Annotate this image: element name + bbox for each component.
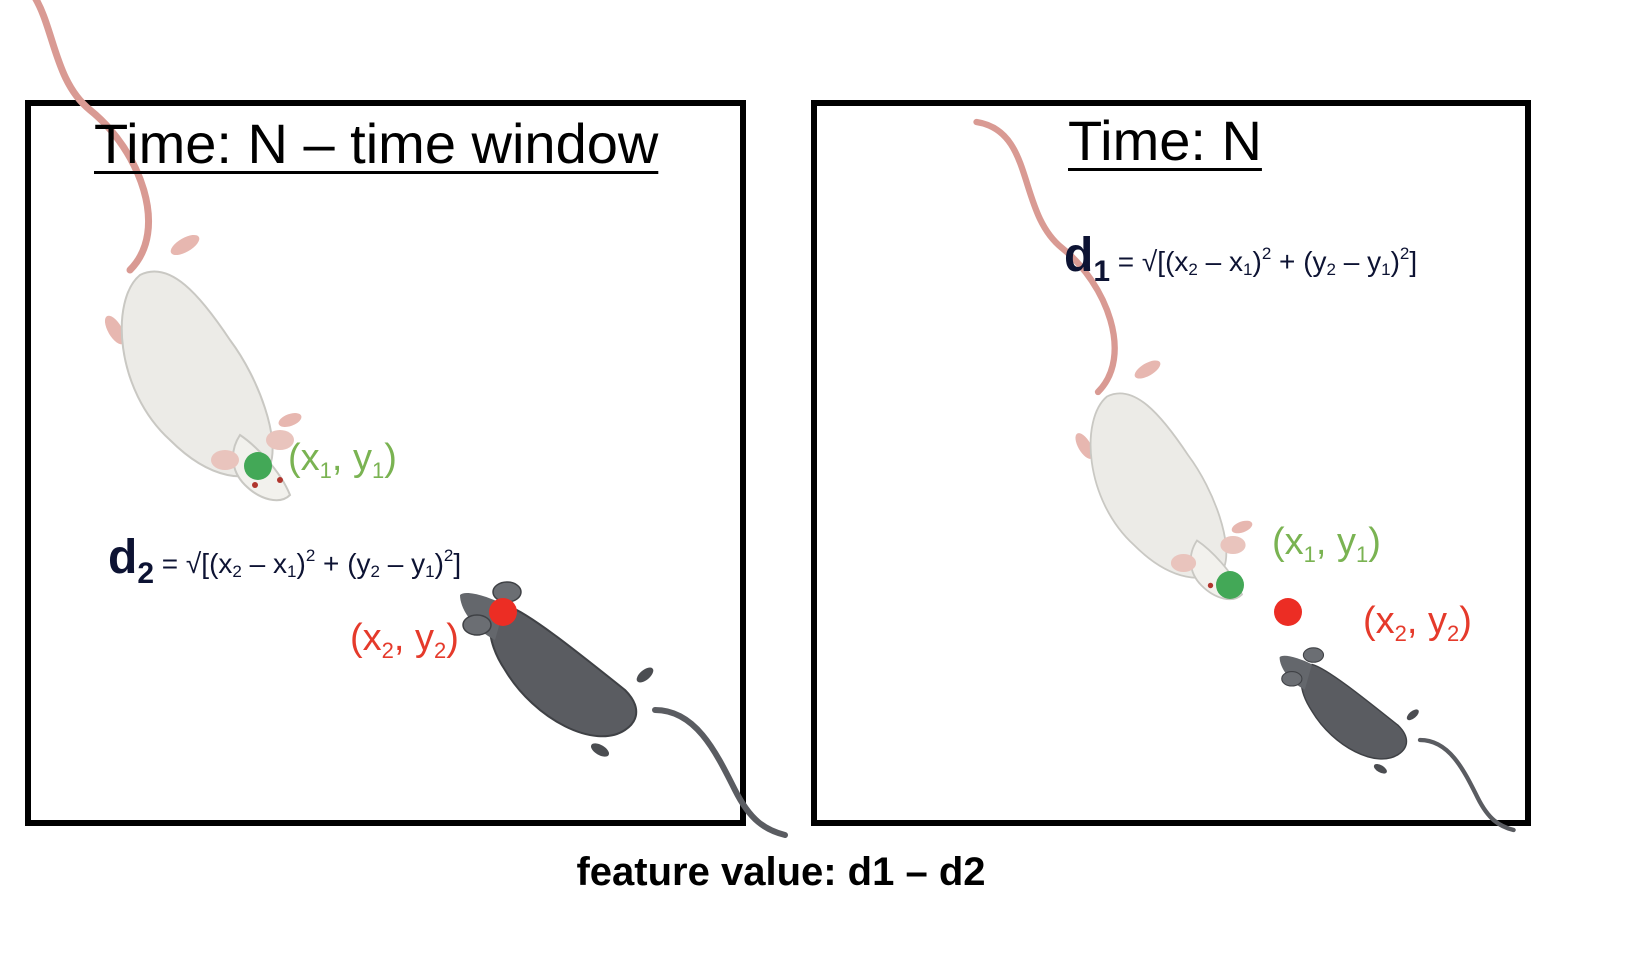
point1-label: (x1, y1) <box>288 437 397 484</box>
point1-dot <box>1216 571 1244 599</box>
formula-text: ) <box>434 548 444 579</box>
formula-sup: 2 <box>443 546 454 565</box>
distance-symbol: d <box>108 531 138 584</box>
coord-text: ) <box>446 617 459 659</box>
coord-sub: 2 <box>1394 621 1407 646</box>
formula-sup: 2 <box>1399 244 1410 263</box>
formula-sub: 1 <box>287 562 297 581</box>
coord-text: , y <box>1406 600 1448 642</box>
coord-text: , y <box>331 437 373 479</box>
point2-label: (x2, y2) <box>350 617 459 664</box>
coord-text: (x <box>1272 521 1304 563</box>
point2-dot <box>1274 598 1302 626</box>
distance-symbol: d <box>1064 229 1094 282</box>
formula-sub: 2 <box>1326 260 1336 279</box>
formula-text: ) <box>1252 246 1262 277</box>
coord-text: ) <box>384 437 397 479</box>
panel-title: Time: N <box>1068 109 1262 172</box>
white-mouse-icon <box>0 0 303 500</box>
point1-label: (x1, y1) <box>1272 521 1381 568</box>
black-mouse-icon <box>1280 648 1514 830</box>
coord-sub: 2 <box>434 638 447 663</box>
formula-text: + (y <box>1271 246 1327 277</box>
white-mouse-icon <box>977 122 1254 599</box>
coord-sub: 2 <box>381 638 394 663</box>
formula-text: – x <box>241 548 288 579</box>
coord-text: , y <box>1315 521 1357 563</box>
formula-sub: 2 <box>370 562 380 581</box>
formula-text: – x <box>1197 246 1244 277</box>
coord-sub: 1 <box>372 458 385 483</box>
formula-text: = √[(x <box>154 548 233 579</box>
point1-dot <box>244 452 272 480</box>
coord-sub: 1 <box>1303 542 1316 567</box>
formula-sub: 1 <box>1243 260 1253 279</box>
point2-label: (x2, y2) <box>1363 600 1472 647</box>
formula-text: ] <box>1409 246 1418 277</box>
formula-text: ) <box>296 548 306 579</box>
formula-text: – y <box>1335 246 1382 277</box>
formula-sub: 2 <box>232 562 242 581</box>
formula-text: ) <box>1390 246 1400 277</box>
formula-text: + (y <box>315 548 371 579</box>
coord-text: (x <box>350 617 382 659</box>
formula-sub: 1 <box>425 562 435 581</box>
coord-text: ) <box>1459 600 1472 642</box>
coord-sub: 2 <box>1447 621 1460 646</box>
point2-dot <box>489 598 517 626</box>
coord-text: (x <box>1363 600 1395 642</box>
formula-sub: 2 <box>1188 260 1198 279</box>
formula-text: – y <box>379 548 426 579</box>
coord-sub: 1 <box>1356 542 1369 567</box>
feature-value-caption: feature value: d1 – d2 <box>576 850 986 894</box>
coord-text: ) <box>1368 521 1381 563</box>
formula-text: = √[(x <box>1110 246 1189 277</box>
distance-index: 1 <box>1093 255 1111 288</box>
coord-text: (x <box>288 437 320 479</box>
coord-text: , y <box>393 617 435 659</box>
coord-sub: 1 <box>319 458 332 483</box>
distance-index: 2 <box>137 557 155 590</box>
distance-formula: d1 = √[(x2 – x1)2 + (y2 – y1)2] <box>1064 228 1417 289</box>
panel-title: Time: N – time window <box>94 112 659 175</box>
formula-sub: 1 <box>1381 260 1391 279</box>
distance-formula: d2 = √[(x2 – x1)2 + (y2 – y1)2] <box>108 530 461 591</box>
formula-sup: 2 <box>1261 244 1272 263</box>
formula-sup: 2 <box>305 546 316 565</box>
formula-text: ] <box>453 548 462 579</box>
